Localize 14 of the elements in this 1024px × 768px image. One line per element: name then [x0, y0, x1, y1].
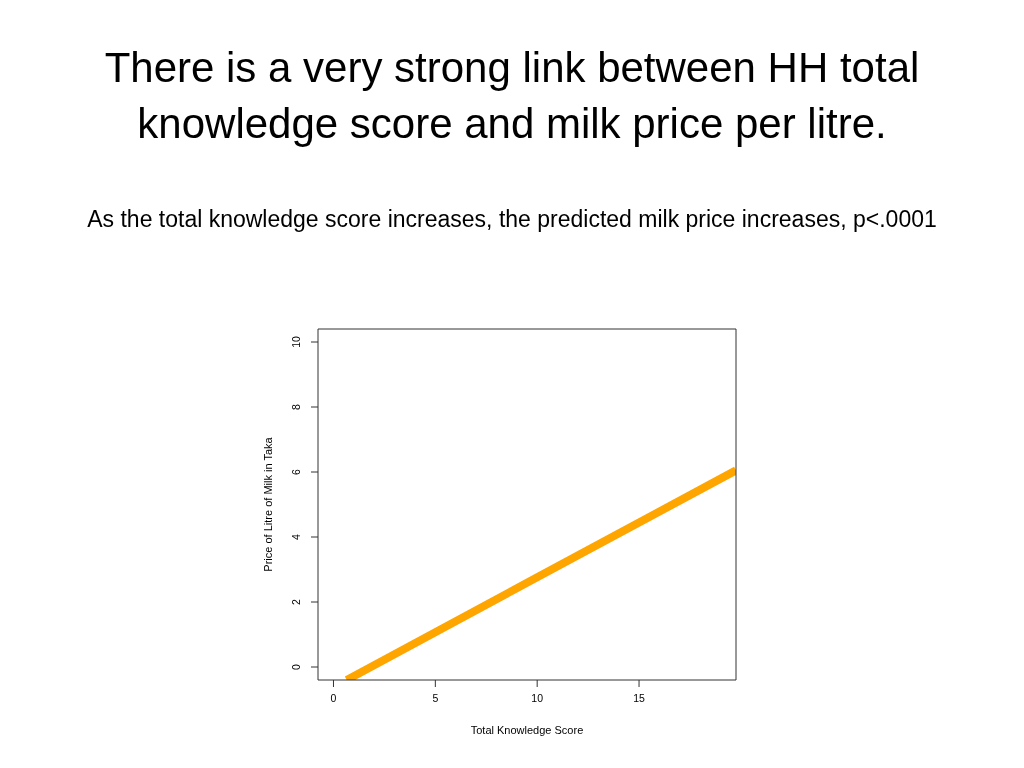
- y-tick-label: 0: [290, 663, 302, 670]
- x-tick-label: 0: [330, 692, 337, 705]
- chart-title: There is a very strong link between HH total knowledge score and milk price per litre.: [103, 43, 921, 149]
- x-tick-label: 5: [432, 692, 439, 705]
- chart-subtitle: As the total knowledge score increases, the predicted milk price increases, p<.0001: [86, 205, 938, 234]
- y-tick-label: 6: [290, 468, 302, 475]
- y-tick-label: 4: [290, 533, 302, 540]
- y-tick-label: 2: [290, 598, 302, 605]
- y-tick-label: 10: [290, 336, 302, 348]
- x-axis-title: Total Knowledge Score: [470, 724, 584, 736]
- y-tick-label: 8: [290, 403, 302, 410]
- x-tick-label: 10: [531, 692, 544, 705]
- x-tick-label: 15: [633, 692, 646, 705]
- y-axis-title: Price of Litre of Milk in Taka: [261, 436, 274, 572]
